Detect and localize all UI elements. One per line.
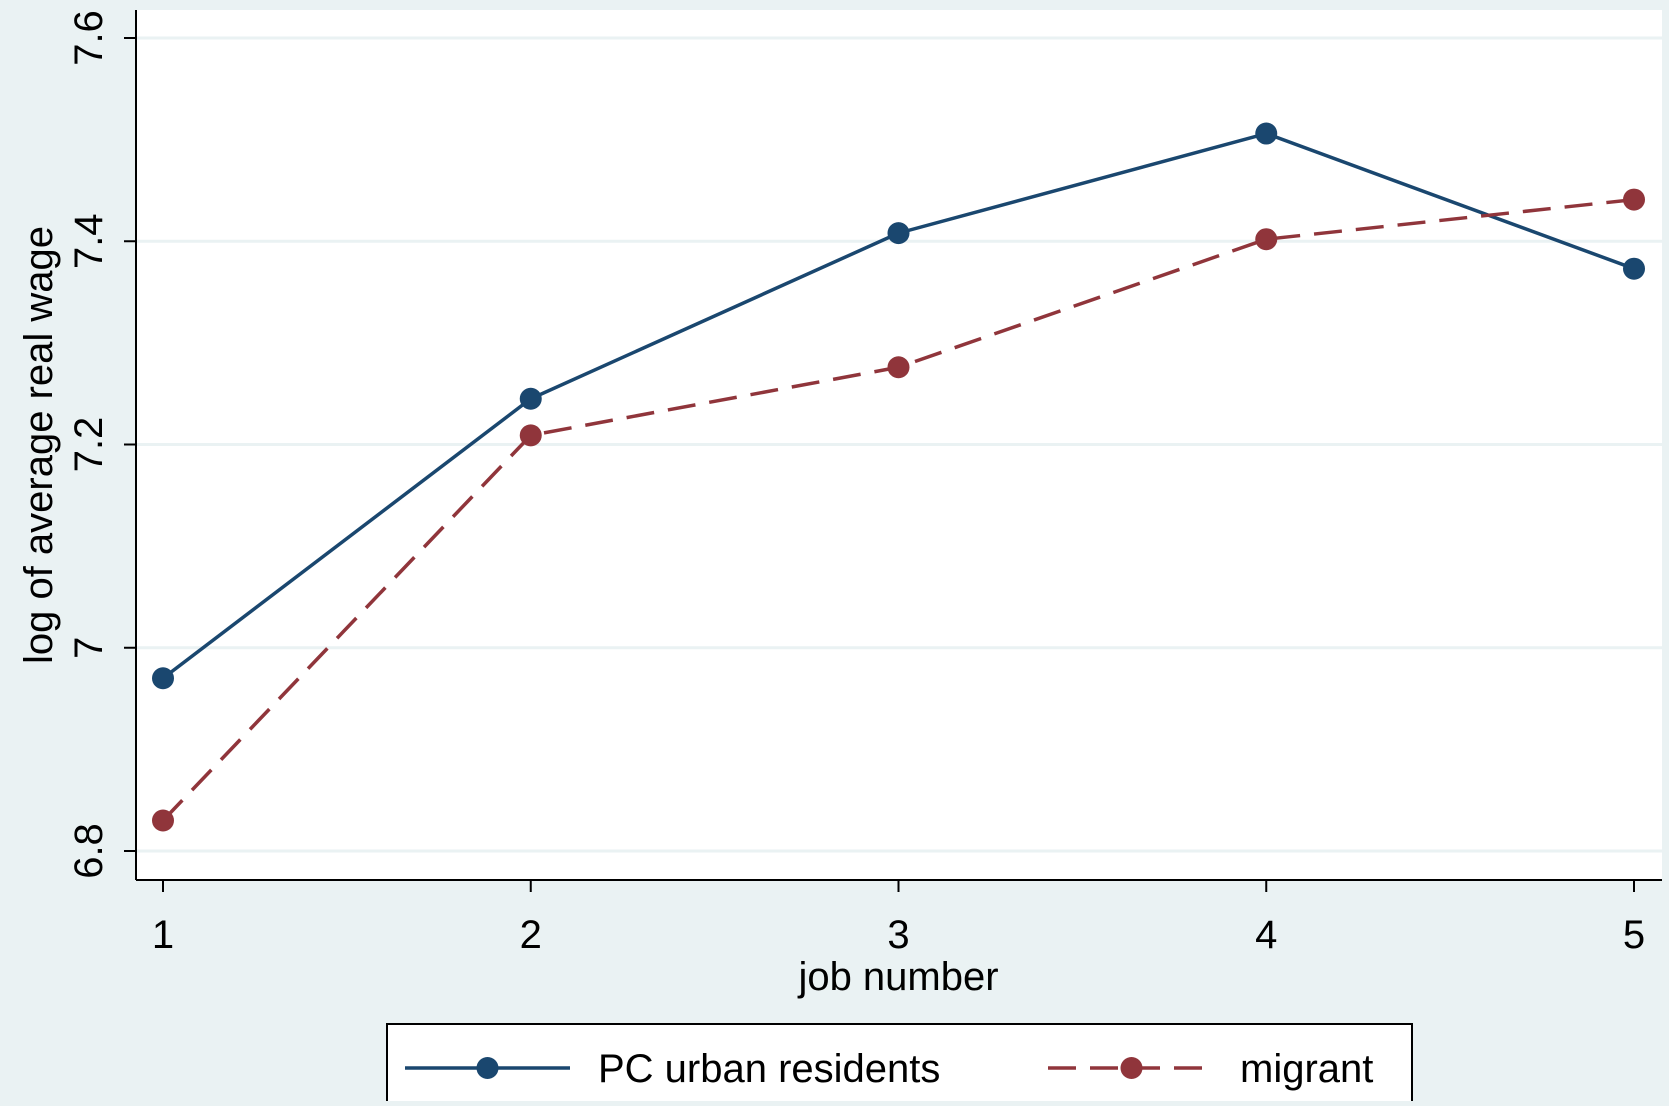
y-tick-label-3: 7.4: [67, 213, 111, 269]
legend-label-1: migrant: [1240, 1047, 1373, 1091]
y-axis-ticks: 6.8 7 7.2 7.4 7.6: [67, 10, 136, 879]
series-group: [152, 122, 1645, 832]
x-tick-label-1: 2: [520, 913, 542, 957]
series-1-point-1: [519, 424, 542, 447]
y-axis-label: log of average real wage: [17, 226, 61, 664]
legend: PC urban residents migrant: [386, 1023, 1413, 1106]
series-1-point-2: [887, 356, 910, 379]
series-0-point-1: [519, 387, 542, 410]
x-tick-label-4: 5: [1623, 913, 1645, 957]
x-axis-ticks: 1 2 3 4 5: [152, 880, 1645, 957]
x-tick-label-3: 4: [1255, 913, 1277, 957]
series-0-point-3: [1255, 122, 1278, 145]
y-tick-label-0: 6.8: [67, 823, 111, 879]
legend-swatch-marker-0: [476, 1057, 499, 1079]
x-axis-label: job number: [797, 955, 998, 999]
legend-swatch-marker-1: [1120, 1057, 1143, 1079]
series-1-point-3: [1255, 228, 1278, 251]
series-0-point-4: [1623, 257, 1645, 280]
series-1-point-4: [1623, 188, 1645, 211]
x-tick-label-0: 1: [152, 913, 174, 957]
series-1-point-0: [152, 809, 174, 832]
legend-label-0: PC urban residents: [598, 1047, 940, 1091]
x-tick-label-2: 3: [887, 913, 909, 957]
y-tick-label-1: 7: [67, 637, 111, 659]
series-0-point-0: [152, 667, 174, 690]
legend-box: [386, 1023, 1413, 1106]
y-tick-label-2: 7.2: [67, 417, 111, 473]
series-0-point-2: [887, 222, 910, 245]
y-tick-label-4: 7.6: [67, 10, 111, 66]
